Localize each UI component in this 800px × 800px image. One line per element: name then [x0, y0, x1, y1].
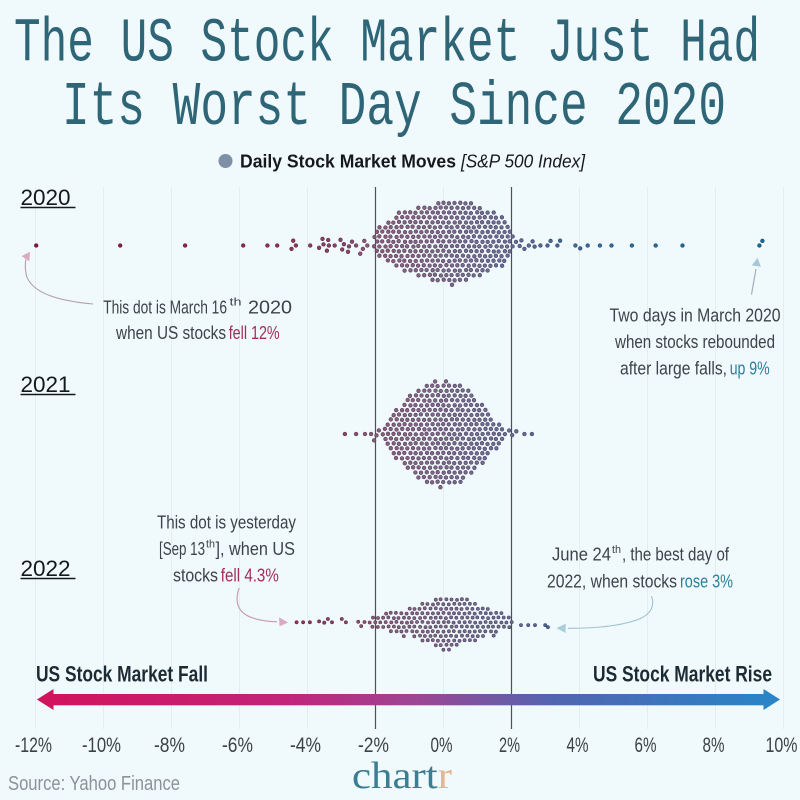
svg-text:fell 12%: fell 12% — [229, 322, 280, 343]
svg-text:[Sep 13: [Sep 13 — [159, 538, 205, 559]
svg-text:Its Worst Day Since 2020: Its Worst Day Since 2020 — [62, 72, 726, 143]
svg-text:The US Stock Market Just Had: The US Stock Market Just Had — [14, 9, 760, 80]
svg-text:when stocks rebounded: when stocks rebounded — [614, 331, 775, 352]
svg-text:th: th — [206, 539, 215, 551]
svg-text:when US stocks: when US stocks — [115, 322, 226, 343]
svg-text:2022: 2022 — [21, 556, 71, 581]
svg-text:-8%: -8% — [154, 734, 185, 757]
svg-text:-12%: -12% — [15, 734, 52, 757]
svg-text:2022, when stocks: 2022, when stocks — [547, 571, 677, 592]
svg-text:Two days in March 2020: Two days in March 2020 — [610, 305, 781, 326]
svg-text:-2%: -2% — [358, 734, 389, 757]
svg-text:after large falls,: after large falls, — [620, 358, 727, 379]
svg-text:8%: 8% — [703, 734, 725, 757]
svg-text:], when US: ], when US — [216, 538, 296, 559]
svg-text:This dot is yesterday: This dot is yesterday — [157, 512, 297, 533]
svg-text:-4%: -4% — [290, 734, 321, 757]
svg-text:Source: Yahoo Finance: Source: Yahoo Finance — [8, 773, 180, 795]
svg-text:th: th — [612, 544, 621, 556]
svg-text:2021: 2021 — [21, 372, 71, 397]
svg-text:2020: 2020 — [21, 185, 71, 210]
svg-text:2020: 2020 — [248, 297, 292, 318]
svg-text:June 24: June 24 — [552, 544, 611, 565]
svg-text:0%: 0% — [431, 734, 453, 757]
svg-text:, the best day of: , the best day of — [622, 544, 730, 565]
svg-text:4%: 4% — [567, 734, 589, 757]
svg-text:Daily Stock Market Moves: Daily Stock Market Moves — [240, 151, 456, 172]
svg-text:This dot is March 16: This dot is March 16 — [103, 297, 227, 318]
svg-text:2%: 2% — [499, 734, 520, 757]
svg-text:10%: 10% — [766, 734, 798, 757]
svg-text:th: th — [230, 297, 242, 309]
svg-text:[S&P 500 Index]: [S&P 500 Index] — [460, 151, 586, 172]
svg-text:rose 3%: rose 3% — [680, 571, 733, 592]
svg-text:-6%: -6% — [222, 734, 253, 757]
svg-text:6%: 6% — [635, 734, 657, 757]
svg-text:US Stock Market Rise: US Stock Market Rise — [593, 662, 772, 687]
svg-text:fell 4.3%: fell 4.3% — [221, 565, 279, 586]
svg-text:stocks: stocks — [173, 565, 218, 586]
svg-text:up 9%: up 9% — [730, 358, 770, 379]
svg-text:-10%: -10% — [82, 734, 121, 757]
svg-text:US Stock Market Fall: US Stock Market Fall — [36, 662, 208, 687]
